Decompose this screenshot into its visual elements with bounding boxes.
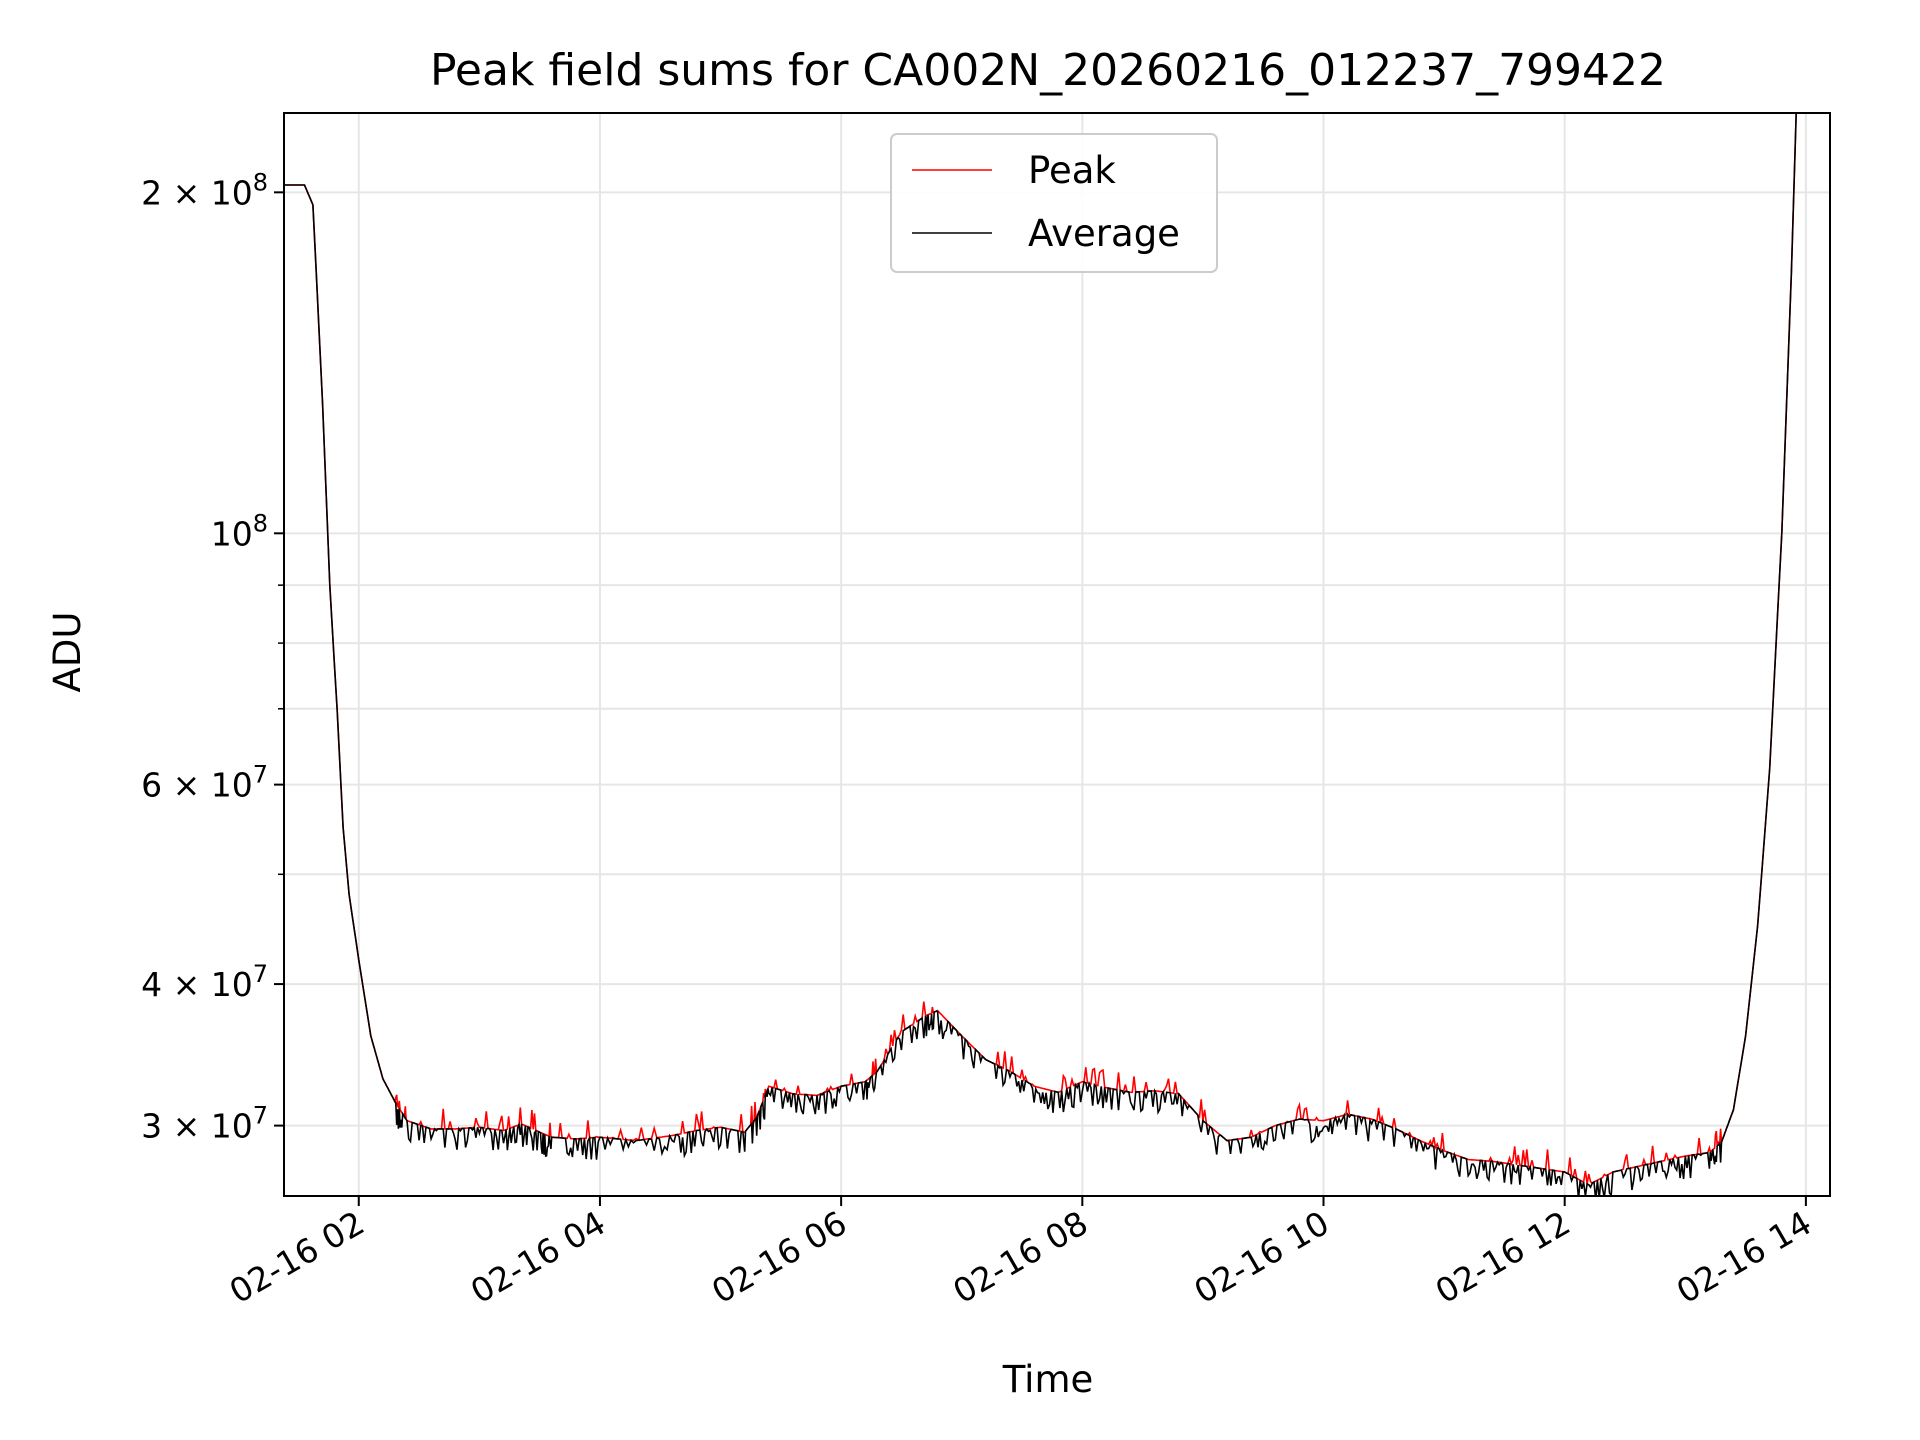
y-tick-label: 2 × 108	[141, 168, 268, 212]
x-axis-label: Time	[1002, 1358, 1094, 1401]
y-tick-exponent: 8	[253, 168, 268, 196]
legend: Peak Average	[891, 134, 1217, 272]
y-tick-exponent: 7	[253, 960, 268, 988]
chart-title: Peak field sums for CA002N_20260216_0122…	[430, 45, 1666, 96]
y-tick-exponent: 7	[253, 761, 268, 789]
y-tick-exponent: 8	[253, 509, 268, 537]
y-tick-label: 6 × 107	[141, 761, 268, 805]
y-tick-label: 3 × 107	[141, 1102, 268, 1146]
y-tick-label: 4 × 107	[141, 960, 268, 1004]
chart: Peak field sums for CA002N_20260216_0122…	[0, 0, 1920, 1440]
y-tick-exponent: 7	[253, 1102, 268, 1130]
legend-label-average: Average	[1028, 212, 1180, 255]
legend-label-peak: Peak	[1028, 149, 1116, 192]
y-axis-label: ADU	[46, 612, 89, 693]
